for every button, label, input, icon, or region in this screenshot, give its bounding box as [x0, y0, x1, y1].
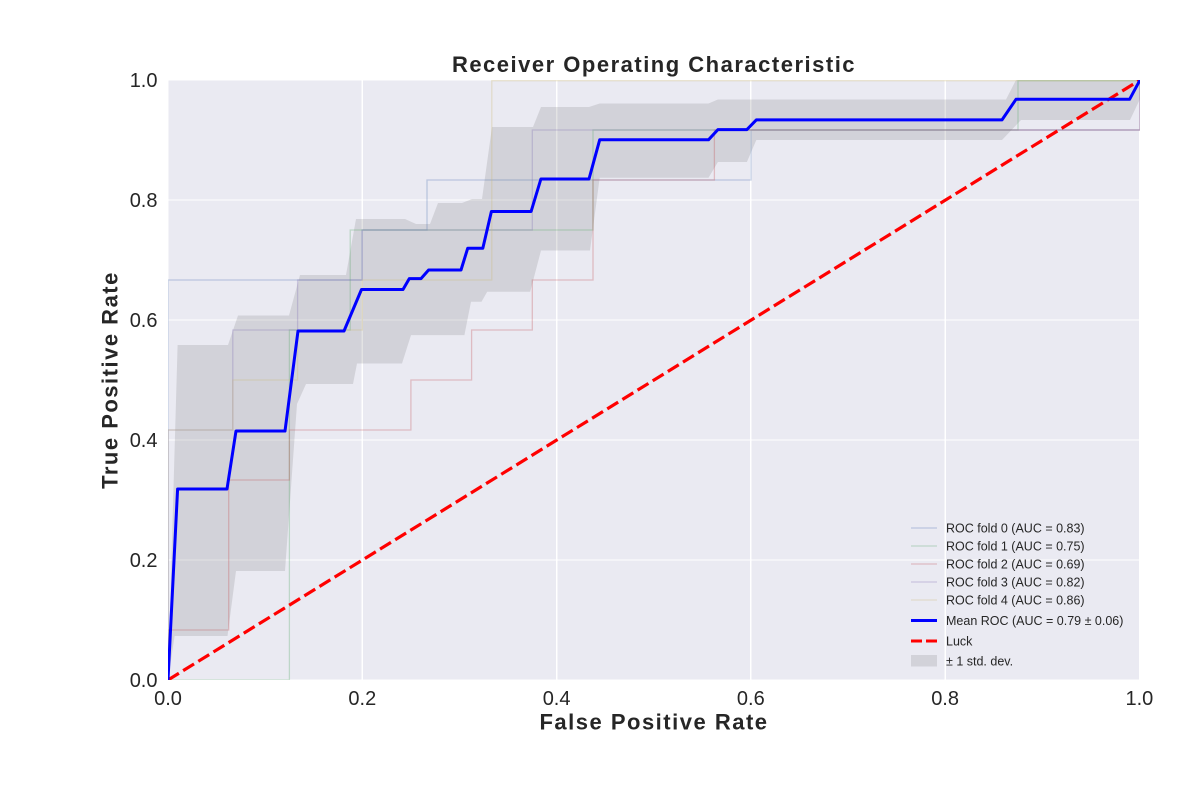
svg-text:ROC fold 2 (AUC = 0.69): ROC fold 2 (AUC = 0.69)	[946, 558, 1085, 572]
svg-text:0.0: 0.0	[130, 670, 158, 692]
svg-text:Luck: Luck	[946, 635, 973, 649]
svg-text:Mean ROC (AUC = 0.79 ± 0.06): Mean ROC (AUC = 0.79 ± 0.06)	[946, 614, 1123, 628]
svg-text:1.0: 1.0	[130, 70, 158, 92]
svg-text:Receiver Operating Characteris: Receiver Operating Characteristic	[452, 52, 856, 77]
svg-text:False Positive Rate: False Positive Rate	[539, 710, 768, 735]
svg-text:0.0: 0.0	[154, 688, 182, 710]
svg-text:0.6: 0.6	[130, 310, 158, 332]
svg-text:± 1 std. dev.: ± 1 std. dev.	[946, 655, 1013, 669]
svg-text:ROC fold 0 (AUC = 0.83): ROC fold 0 (AUC = 0.83)	[946, 522, 1085, 536]
svg-text:0.8: 0.8	[130, 190, 158, 212]
svg-text:ROC fold 4 (AUC = 0.86): ROC fold 4 (AUC = 0.86)	[946, 594, 1085, 608]
svg-text:0.2: 0.2	[130, 550, 158, 572]
svg-text:0.2: 0.2	[348, 688, 376, 710]
svg-text:True Positive Rate: True Positive Rate	[98, 271, 123, 489]
svg-text:0.4: 0.4	[130, 430, 158, 452]
svg-text:ROC fold 1 (AUC = 0.75): ROC fold 1 (AUC = 0.75)	[946, 540, 1085, 554]
svg-text:0.6: 0.6	[737, 688, 765, 710]
svg-text:0.8: 0.8	[931, 688, 959, 710]
svg-text:1.0: 1.0	[1125, 688, 1153, 710]
svg-text:ROC fold 3 (AUC = 0.82): ROC fold 3 (AUC = 0.82)	[946, 576, 1085, 590]
svg-text:0.4: 0.4	[543, 688, 571, 710]
